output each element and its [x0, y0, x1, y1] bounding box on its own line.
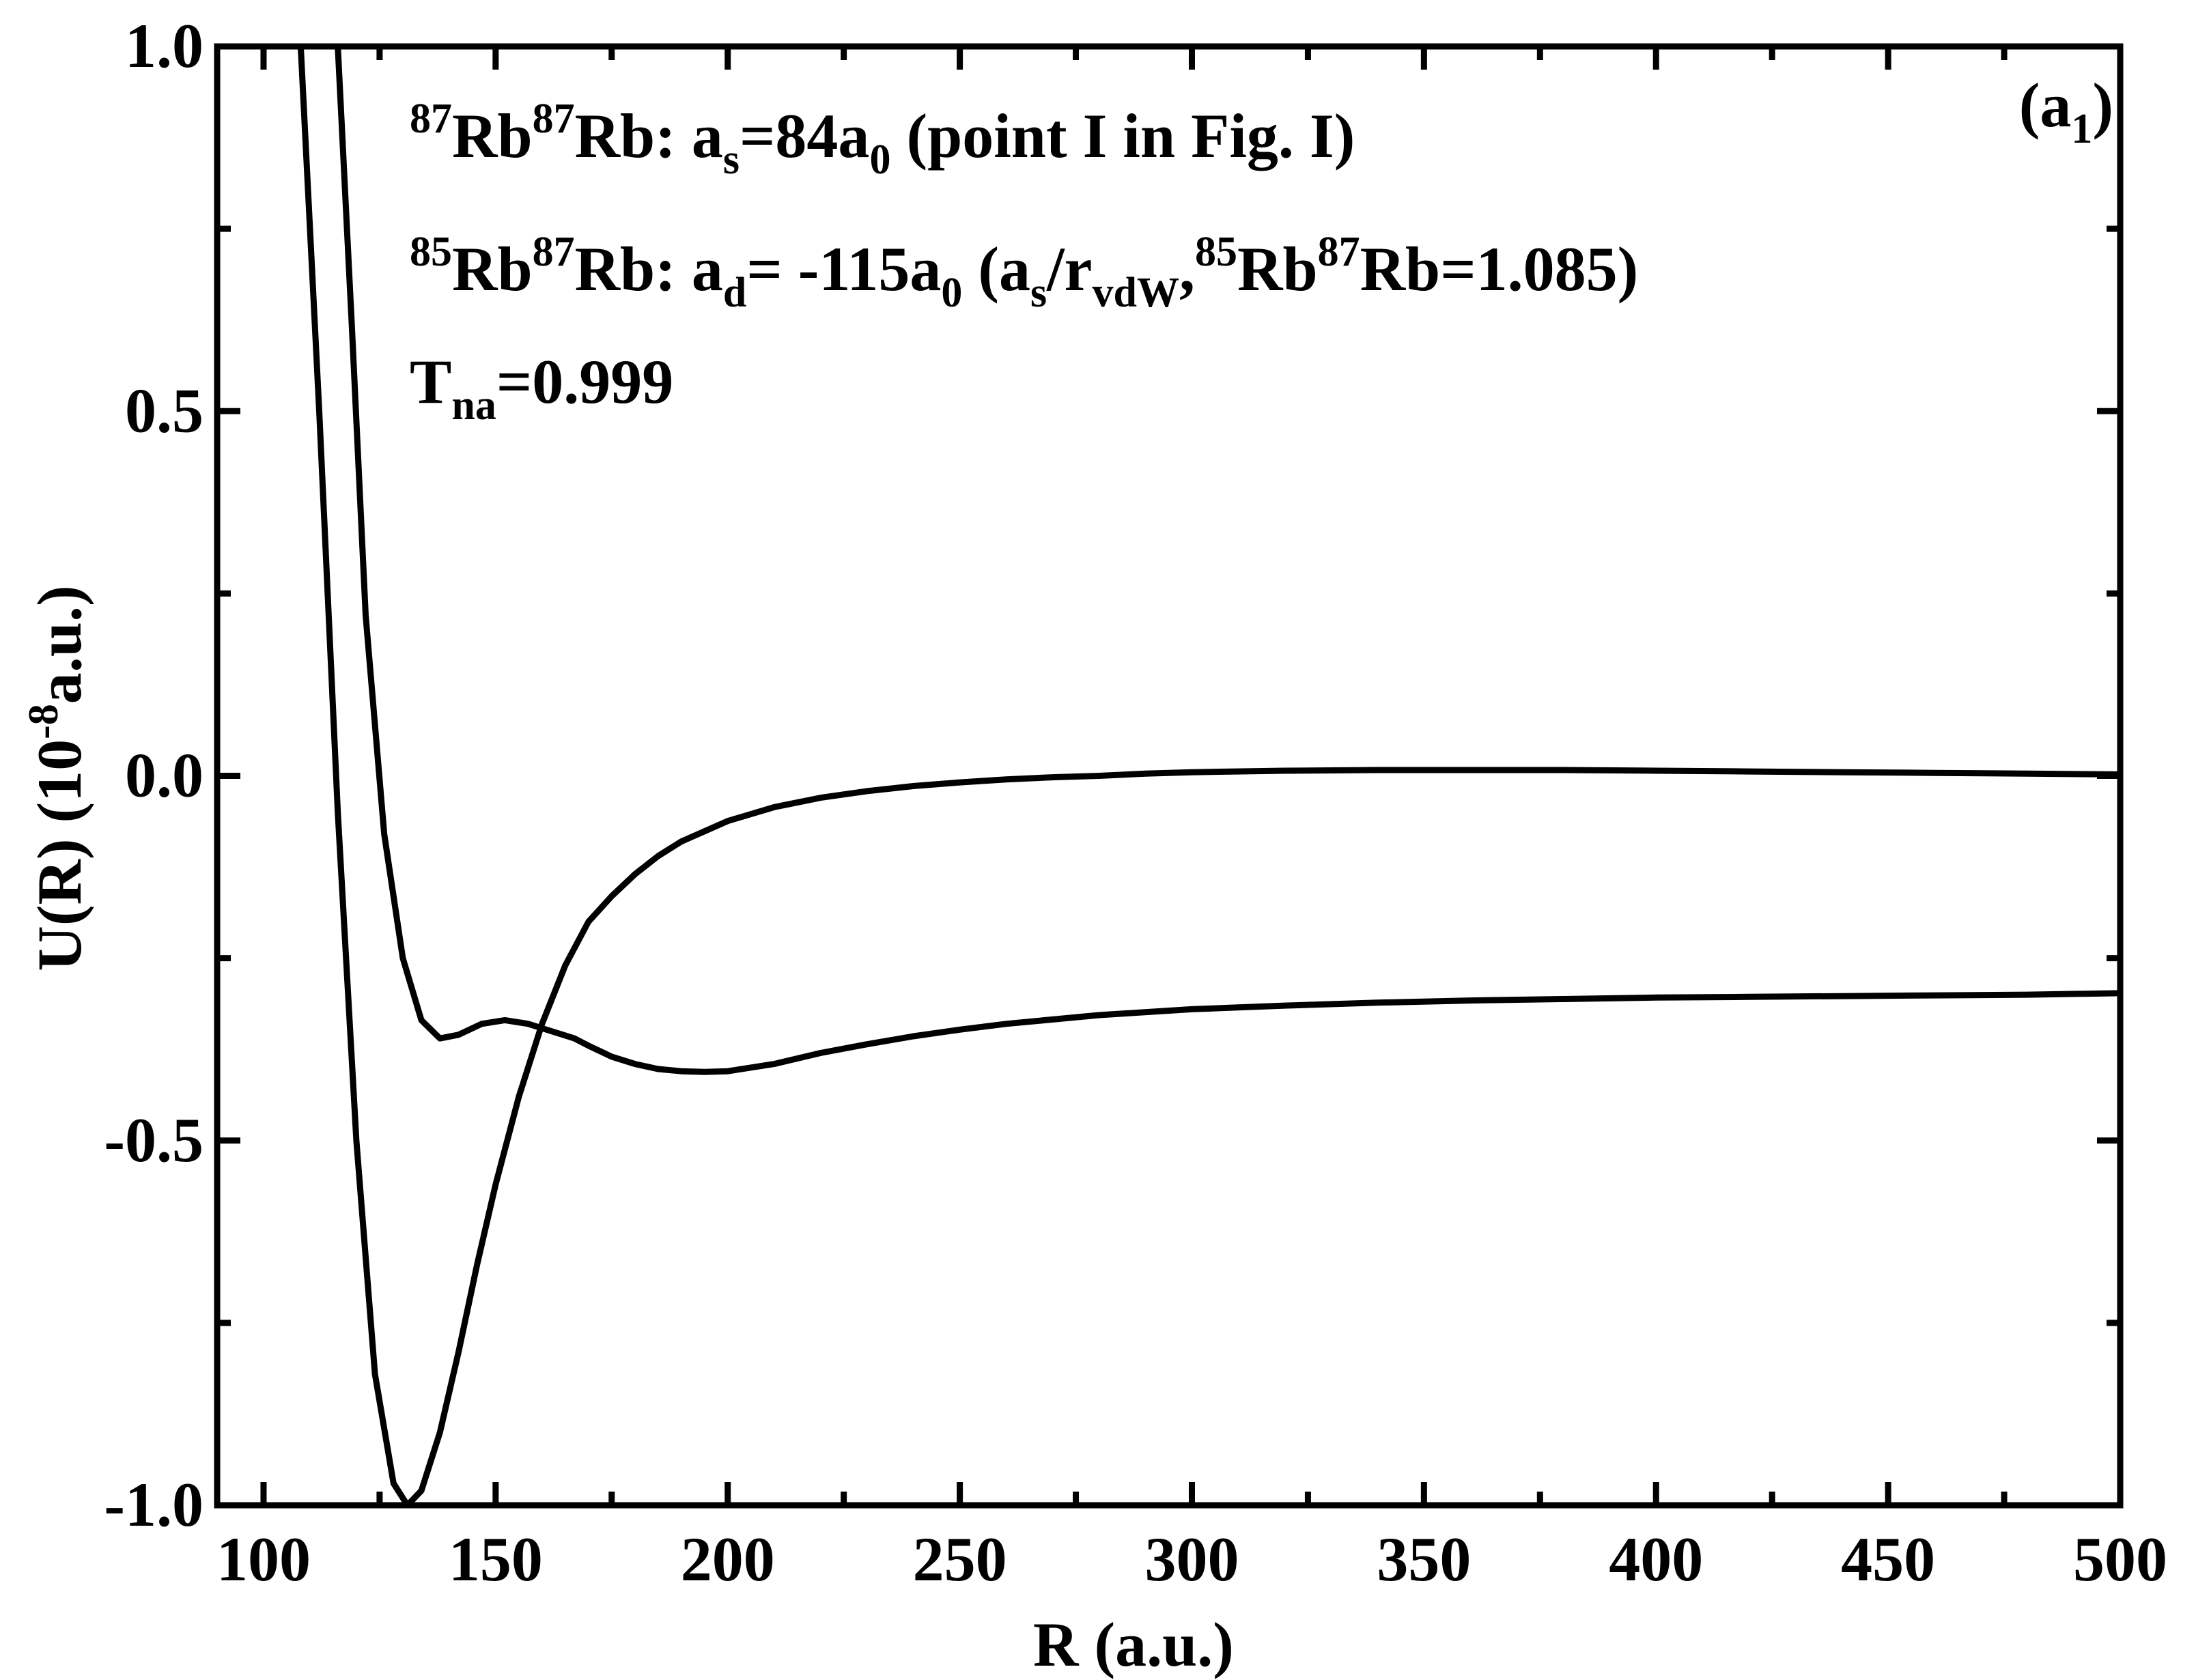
y-tick-label: 0.0 — [125, 741, 203, 810]
x-tick-label: 400 — [1609, 1524, 1703, 1594]
x-tick-label: 500 — [2073, 1524, 2167, 1594]
annotation-line-2: 85Rb87Rb: ad= -115a0 (as/rvdW,85Rb87Rb=1… — [410, 229, 1638, 316]
panel-label: (a1) — [2019, 70, 2113, 152]
x-tick-label: 350 — [1377, 1524, 1471, 1594]
y-axis-title: U(R) (10-8a.u.) — [20, 585, 94, 971]
y-tick-label: -1.0 — [104, 1470, 203, 1539]
annotation-line-1: 87Rb87Rb: as=84a0 (point I in Fig. I) — [410, 96, 1355, 183]
annotation-line-3: Tna=0.999 — [410, 347, 673, 429]
x-tick-label: 100 — [216, 1524, 311, 1594]
y-tick-label: 1.0 — [125, 11, 203, 81]
x-tick-label: 450 — [1841, 1524, 1935, 1594]
series-line-2 — [335, 43, 2124, 1075]
y-tick-label: 0.5 — [125, 375, 203, 445]
x-axis-title: R (a.u.) — [1033, 1610, 1234, 1679]
x-tick-label: 300 — [1144, 1524, 1239, 1594]
x-tick-label: 200 — [681, 1524, 775, 1594]
x-tick-label: 150 — [449, 1524, 543, 1594]
y-tick-label: -0.5 — [104, 1105, 203, 1175]
series-line-1 — [297, 43, 2124, 1509]
plot-frame — [214, 43, 2124, 1509]
x-tick-label: 250 — [913, 1524, 1007, 1594]
curves-layer — [297, 43, 2124, 1509]
tick-labels-layer: 100 150 200 250 300 350 400 450 500 -1.0 -0.5 0.0 0.… — [104, 11, 2167, 1594]
